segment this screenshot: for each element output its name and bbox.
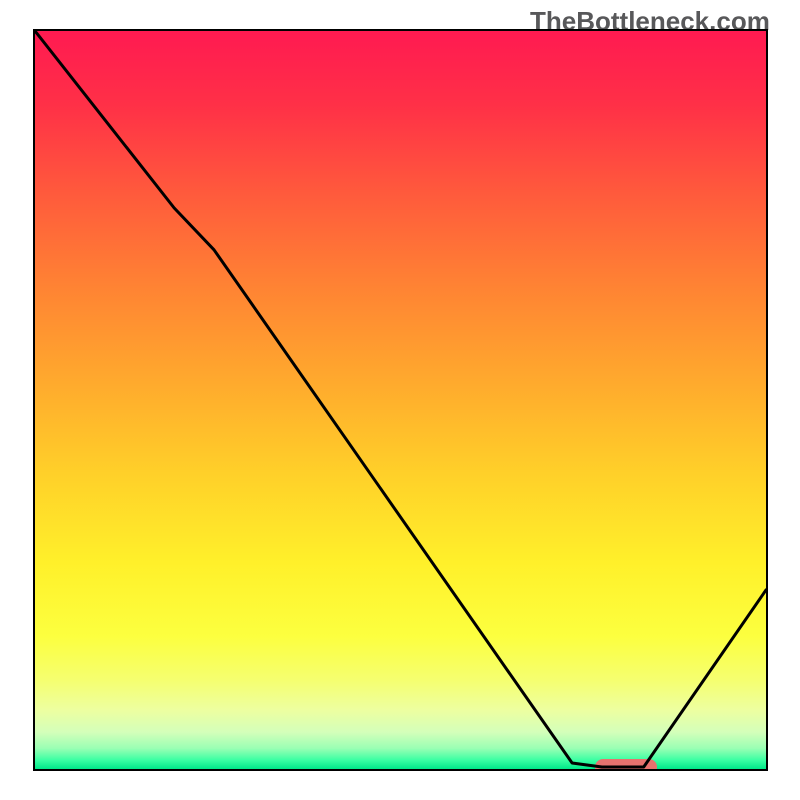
plot-area bbox=[35, 31, 766, 769]
gradient-background bbox=[35, 31, 766, 769]
chart-svg bbox=[35, 31, 766, 769]
